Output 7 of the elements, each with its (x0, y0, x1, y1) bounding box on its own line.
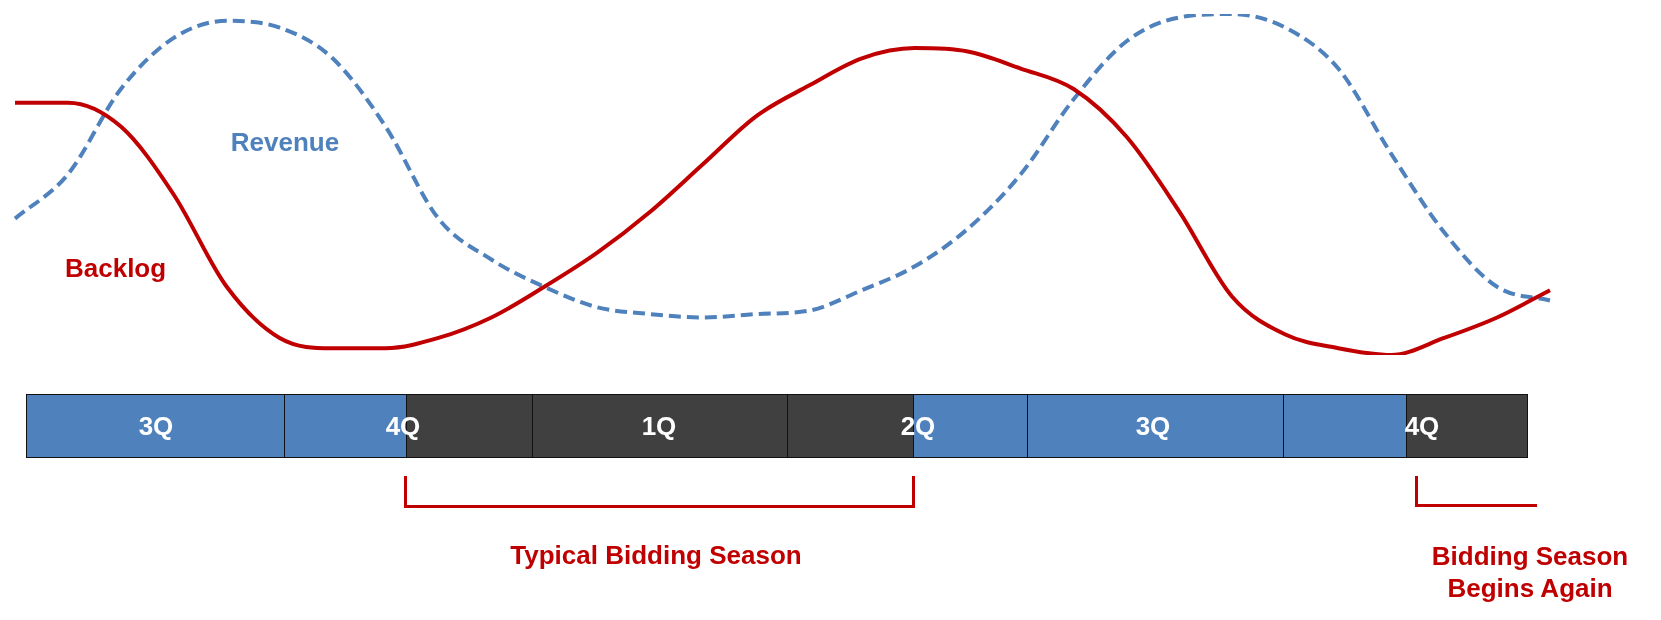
text: 1Q (641, 410, 677, 443)
series-label: Backlog (64, 252, 167, 283)
text: Bidding Season Begins Again (1430, 540, 1630, 604)
text: 3Q (1135, 410, 1171, 443)
series-label: Revenue (230, 126, 340, 157)
text: Typical Bidding Season (509, 540, 803, 571)
text: 3Q (138, 410, 174, 443)
